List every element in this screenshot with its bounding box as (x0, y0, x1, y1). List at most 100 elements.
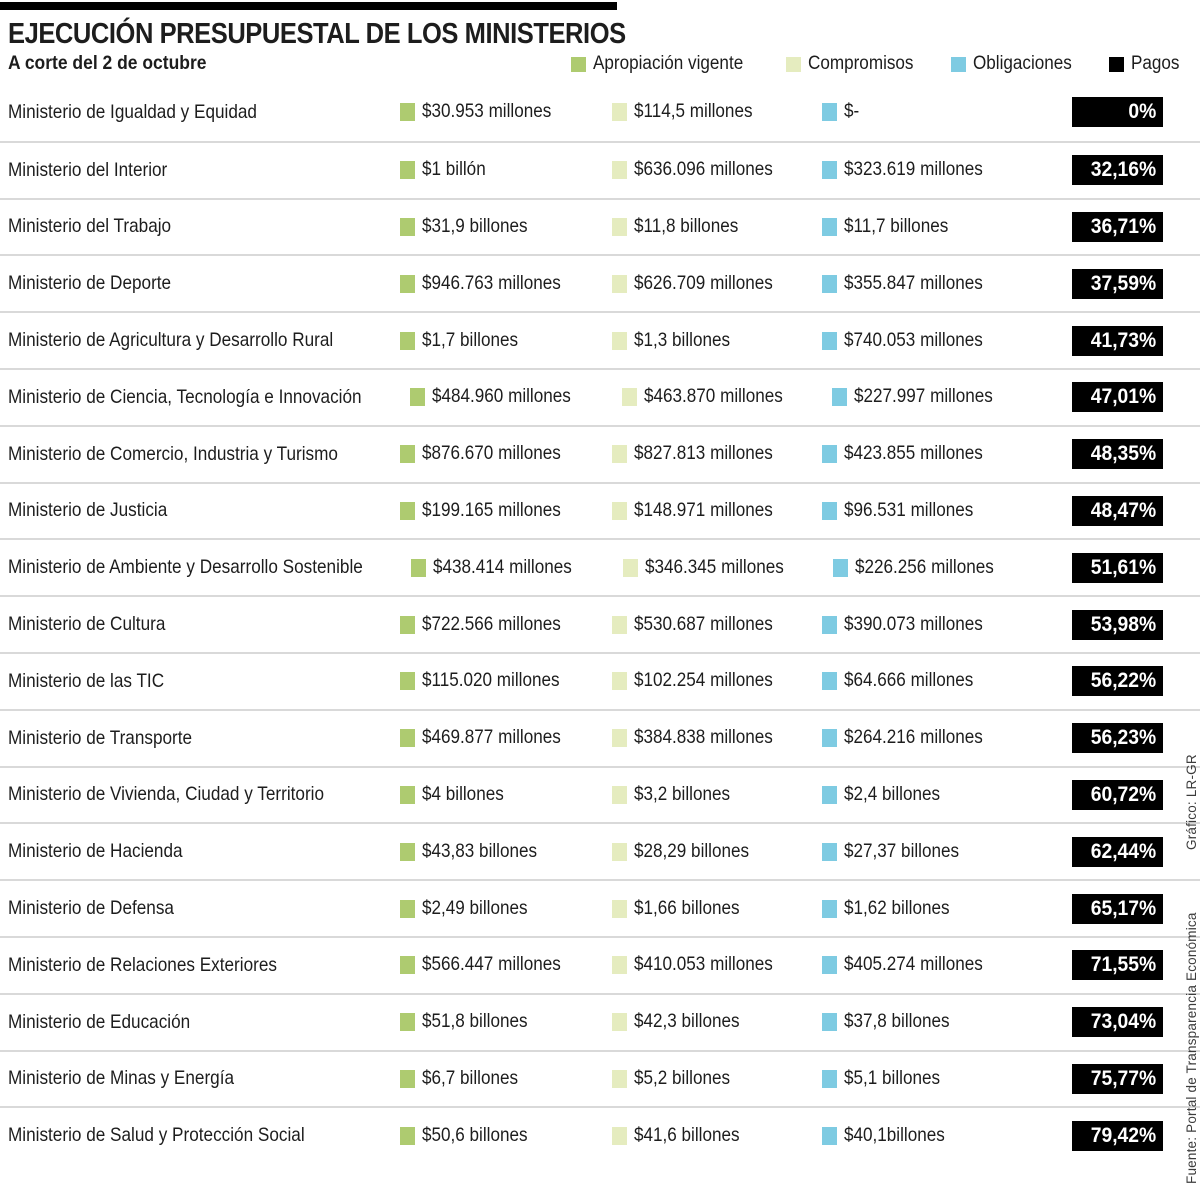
pagos-badge: 51,61% (1072, 552, 1163, 583)
pagos-badge: 65,17% (1072, 893, 1163, 924)
obligaciones-value: $40,1billones (844, 1124, 945, 1146)
compromisos-swatch-icon (612, 1013, 627, 1032)
pagos-value: 36,71% (1090, 214, 1156, 238)
pagos-value: 62,44% (1090, 839, 1156, 863)
legend: Apropiación vigente Compromisos Obligaci… (571, 53, 1185, 75)
table-row: Ministerio de Justicia $199.165 millones… (0, 481, 1200, 539)
obligaciones-value: $64.666 millones (844, 670, 974, 692)
legend-swatch-apropiacion-icon (571, 56, 587, 72)
table-row: Ministerio de Relaciones Exteriores $566… (0, 935, 1200, 993)
ministry-name: Ministerio de las TIC (8, 669, 165, 692)
apropiacion-value: $2,49 billones (422, 897, 528, 919)
obligaciones-cell: $355.847 millones (822, 273, 1072, 295)
compromisos-cell: $827.813 millones (612, 443, 822, 465)
apropiacion-cell: $566.447 millones (400, 954, 612, 976)
apropiacion-cell: $946.763 millones (400, 273, 612, 295)
obligaciones-value: $96.531 millones (844, 499, 974, 521)
obligaciones-swatch-icon (822, 217, 837, 236)
compromisos-value: $148.971 millones (634, 499, 773, 521)
apropiacion-value: $438.414 millones (433, 556, 572, 578)
legend-label: Apropiación vigente (593, 53, 744, 74)
obligaciones-cell: $390.073 millones (822, 614, 1072, 636)
compromisos-value: $346.345 millones (645, 556, 784, 578)
obligaciones-cell: $96.531 millones (822, 500, 1072, 522)
apropiacion-value: $43,83 billones (422, 840, 538, 862)
table-row: Ministerio de Defensa $2,49 billones $1,… (0, 879, 1200, 936)
apropiacion-value: $566.447 millones (422, 954, 561, 976)
compromisos-swatch-icon (621, 388, 637, 407)
obligaciones-cell: $40,1billones (822, 1125, 1072, 1147)
compromisos-cell: $11,8 billones (612, 216, 822, 238)
obligaciones-value: $423.855 millones (844, 443, 983, 465)
apropiacion-swatch-icon (400, 615, 415, 634)
compromisos-value: $1,66 billones (634, 897, 740, 919)
obligaciones-cell: $1,62 billones (822, 898, 1072, 920)
obligaciones-swatch-icon (822, 1126, 837, 1145)
apropiacion-swatch-icon (400, 842, 415, 861)
obligaciones-swatch-icon (822, 1069, 837, 1088)
compromisos-swatch-icon (612, 161, 627, 180)
obligaciones-value: $740.053 millones (844, 329, 983, 351)
table-row: Ministerio de Agricultura y Desarrollo R… (0, 311, 1200, 368)
pagos-value: 0% (1128, 100, 1156, 124)
apropiacion-swatch-icon (400, 729, 415, 748)
table-row: Ministerio de Minas y Energía $6,7 billo… (0, 1049, 1200, 1107)
ministry-name: Ministerio del Interior (8, 158, 168, 181)
obligaciones-value: $390.073 millones (844, 613, 983, 635)
pagos-badge: 73,04% (1072, 1007, 1163, 1038)
pagos-badge: 56,22% (1072, 666, 1163, 697)
compromisos-cell: $114,5 millones (612, 101, 822, 123)
obligaciones-value: $323.619 millones (844, 159, 983, 181)
compromisos-cell: $410.053 millones (612, 954, 822, 976)
compromisos-cell: $148.971 millones (612, 500, 822, 522)
apropiacion-swatch-icon (400, 1013, 415, 1032)
compromisos-swatch-icon (612, 501, 627, 520)
pagos-badge: 53,98% (1072, 609, 1163, 640)
compromisos-value: $636.096 millones (634, 159, 773, 181)
pagos-value: 56,23% (1090, 726, 1156, 750)
apropiacion-swatch-icon (400, 956, 415, 975)
obligaciones-cell: $264.216 millones (822, 727, 1072, 749)
compromisos-swatch-icon (612, 1126, 627, 1145)
pagos-badge: 79,42% (1072, 1120, 1163, 1151)
compromisos-swatch-icon (612, 445, 627, 464)
ministry-name: Ministerio de Cultura (8, 613, 166, 636)
obligaciones-value: $5,1 billones (844, 1067, 941, 1089)
apropiacion-swatch-icon (400, 445, 415, 464)
table-row: Ministerio de Educación $51,8 billones $… (0, 992, 1200, 1050)
compromisos-swatch-icon (612, 331, 627, 350)
pagos-badge: 56,23% (1072, 723, 1163, 754)
compromisos-cell: $1,66 billones (612, 898, 822, 920)
obligaciones-swatch-icon (822, 729, 837, 748)
pagos-value: 73,04% (1090, 1010, 1156, 1034)
obligaciones-swatch-icon (822, 161, 837, 180)
table-row: Ministerio de Igualdad y Equidad $30.953… (0, 84, 1200, 141)
apropiacion-value: $1 billón (422, 159, 486, 181)
obligaciones-cell: $323.619 millones (822, 159, 1072, 181)
compromisos-swatch-icon (623, 558, 639, 577)
ministry-name: Ministerio de Agricultura y Desarrollo R… (8, 329, 334, 352)
table-row: Ministerio de las TIC $115.020 millones … (0, 651, 1200, 709)
obligaciones-cell: $27,37 billones (822, 841, 1072, 863)
obligaciones-value: $227.997 millones (853, 386, 993, 408)
table-row: Ministerio de Ambiente y Desarrollo Sost… (0, 538, 1200, 595)
compromisos-swatch-icon (612, 274, 627, 293)
pagos-value: 53,98% (1090, 612, 1156, 636)
ministry-name: Ministerio de Justicia (8, 499, 168, 522)
compromisos-cell: $3,2 billones (612, 784, 822, 806)
pagos-badge: 71,55% (1072, 950, 1163, 981)
credit-grafico: Gráfico: LR-GR (1184, 754, 1199, 850)
apropiacion-swatch-icon (400, 785, 415, 804)
compromisos-swatch-icon (612, 217, 627, 236)
legend-swatch-obligaciones-icon (951, 56, 967, 72)
pagos-value: 51,61% (1090, 555, 1156, 579)
compromisos-swatch-icon (612, 899, 627, 918)
apropiacion-cell: $31,9 billones (400, 216, 612, 238)
ministry-name: Ministerio de Relaciones Exteriores (8, 953, 277, 976)
apropiacion-value: $946.763 millones (422, 272, 561, 294)
pagos-value: 47,01% (1090, 385, 1156, 409)
compromisos-cell: $1,3 billones (612, 330, 822, 352)
obligaciones-cell: $423.855 millones (822, 443, 1072, 465)
legend-label: Pagos (1131, 53, 1180, 74)
